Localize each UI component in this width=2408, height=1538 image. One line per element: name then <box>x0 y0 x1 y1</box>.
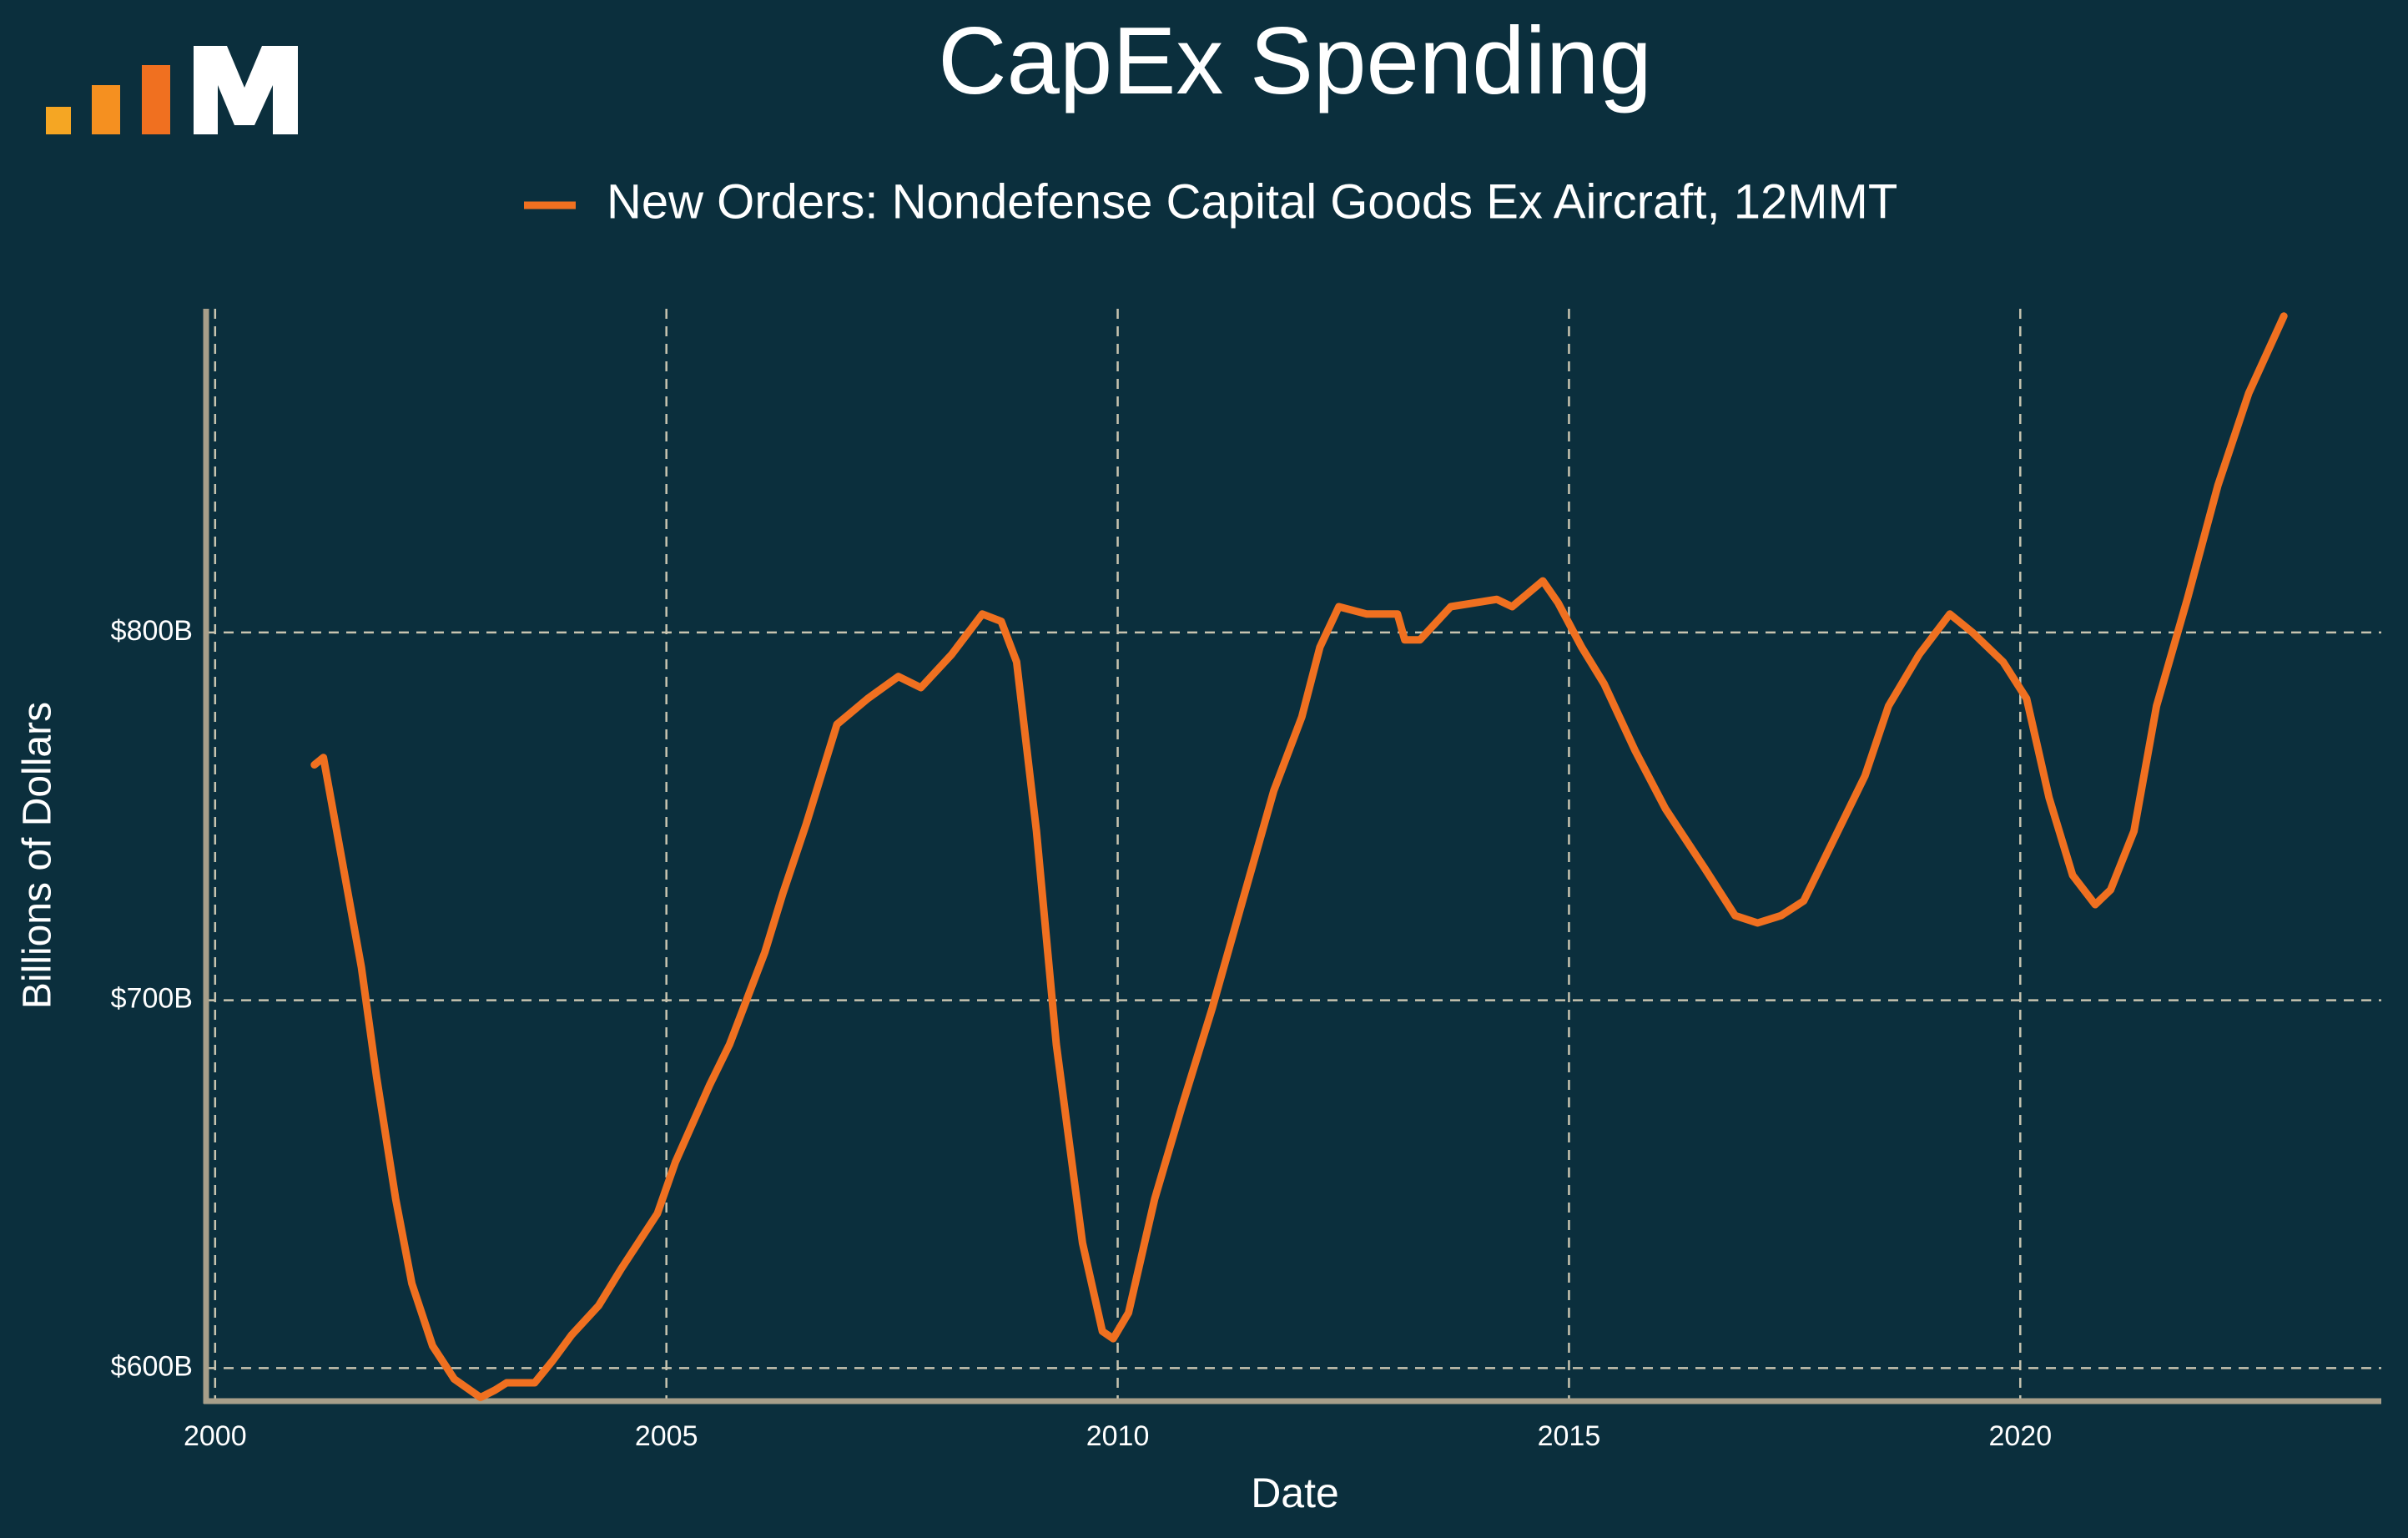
x-tick-label: 2015 <box>1538 1420 1601 1452</box>
legend-label: New Orders: Nondefense Capital Goods Ex … <box>607 174 1897 229</box>
logo <box>46 46 298 134</box>
line <box>310 312 2288 1402</box>
y-tick-label: $800B <box>111 615 193 647</box>
y-axis-label: Billions of Dollars <box>16 702 60 1009</box>
y-tick-label: $600B <box>111 1350 193 1382</box>
x-tick-label: 2000 <box>184 1420 247 1452</box>
logo-bar <box>142 65 170 134</box>
logo-bar <box>92 85 120 134</box>
y-tick-label: $700B <box>111 983 193 1015</box>
logo-bar <box>46 107 71 134</box>
x-axis-label: Date <box>1251 1470 1339 1516</box>
x-tick-label: 2020 <box>1988 1420 2052 1452</box>
x-tick-label: 2010 <box>1086 1420 1150 1452</box>
chart-title: CapEx Spending <box>938 8 1652 114</box>
logo-m <box>194 46 298 134</box>
x-tick-label: 2005 <box>635 1420 698 1452</box>
